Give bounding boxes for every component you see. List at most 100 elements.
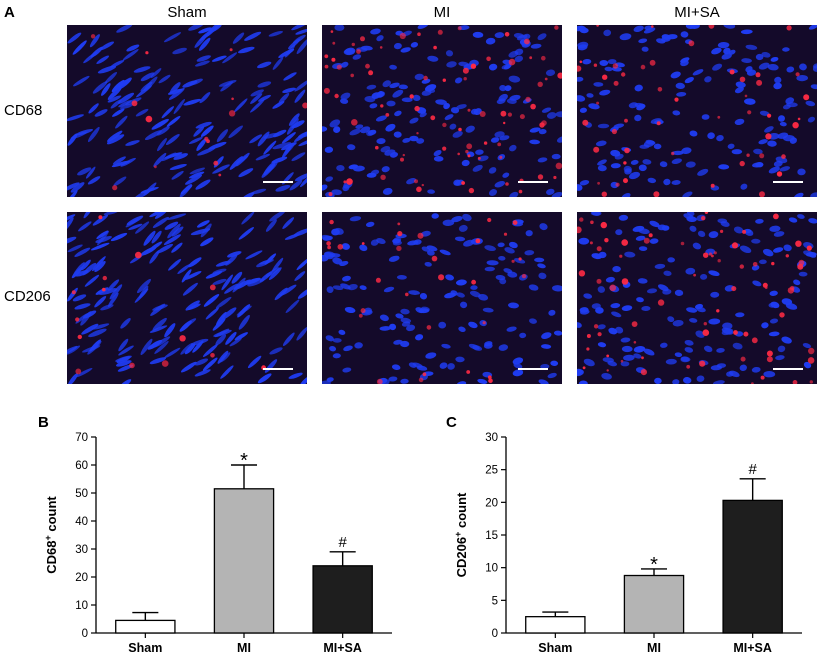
nucleus-mark xyxy=(718,164,730,170)
nucleus-mark xyxy=(524,250,535,256)
marker-positive-cell xyxy=(582,366,586,370)
nucleus-mark xyxy=(192,340,204,353)
nucleus-mark xyxy=(110,232,128,242)
nucleus-mark xyxy=(490,137,500,143)
nucleus-mark xyxy=(274,287,288,301)
nucleus-mark xyxy=(797,214,805,219)
nucleus-mark xyxy=(144,130,162,141)
nucleus-mark xyxy=(684,340,694,346)
marker-positive-cell xyxy=(537,174,544,180)
nucleus-mark xyxy=(173,153,188,160)
marker-positive-cell xyxy=(466,370,471,374)
nucleus-mark xyxy=(251,188,267,195)
nucleus-mark xyxy=(107,95,122,103)
significance-mark: # xyxy=(338,534,347,551)
marker-positive-cell xyxy=(597,332,602,337)
nucleus-mark xyxy=(484,266,495,272)
marker-positive-cell xyxy=(717,115,721,119)
nucleus-mark xyxy=(75,367,93,378)
nucleus-mark xyxy=(734,86,744,94)
marker-positive-cell xyxy=(433,45,437,50)
nucleus-mark xyxy=(384,149,396,156)
nucleus-mark xyxy=(472,164,483,172)
marker-positive-cell xyxy=(787,287,795,294)
nucleus-mark xyxy=(728,370,740,378)
chart-b-cd68-count: 0 10 20 30 40 50 60 70 CD68+ count Sham MI * MI+SA # xyxy=(43,432,392,655)
nucleus-mark xyxy=(458,326,466,333)
nucleus-mark xyxy=(591,253,603,260)
nucleus-mark xyxy=(386,100,396,107)
marker-positive-cell xyxy=(579,217,584,222)
marker-positive-cell xyxy=(624,118,628,123)
marker-positive-cell xyxy=(786,25,792,31)
nucleus-mark xyxy=(149,250,160,264)
marker-positive-cell xyxy=(611,128,617,135)
nucleus-mark xyxy=(163,234,181,246)
nucleus-mark xyxy=(657,224,667,231)
marker-positive-cell xyxy=(593,63,598,67)
marker-positive-cell xyxy=(582,119,589,126)
nucleus-mark xyxy=(659,161,668,168)
marker-positive-cell xyxy=(356,49,361,54)
marker-positive-cell xyxy=(145,115,153,123)
panel-c-letter: C xyxy=(446,414,457,431)
nucleus-mark xyxy=(644,25,653,31)
nucleus-mark xyxy=(716,347,725,353)
marker-positive-cell xyxy=(657,87,663,92)
nucleus-mark xyxy=(555,111,562,118)
nucleus-mark xyxy=(477,378,488,384)
nucleus-mark xyxy=(537,263,546,269)
nucleus-mark xyxy=(164,323,176,338)
nucleus-mark xyxy=(107,86,122,100)
nucleus-mark xyxy=(671,180,681,185)
nucleus-mark xyxy=(583,358,595,367)
marker-positive-cell xyxy=(759,191,765,197)
nucleus-mark xyxy=(169,164,187,170)
nucleus-mark xyxy=(629,171,640,180)
nucleus-mark xyxy=(196,138,207,152)
marker-positive-cell xyxy=(504,32,510,37)
nucleus-mark xyxy=(118,345,134,356)
marker-positive-cell xyxy=(623,178,628,184)
nucleus-mark xyxy=(83,212,93,219)
nucleus-mark xyxy=(412,94,421,102)
nucleus-mark xyxy=(366,84,377,90)
nucleus-mark xyxy=(433,150,442,157)
nucleus-mark xyxy=(537,157,548,163)
significance-mark: * xyxy=(650,554,658,576)
nucleus-mark xyxy=(597,286,605,293)
nucleus-mark xyxy=(194,60,210,67)
nucleus-mark xyxy=(637,278,648,284)
nucleus-mark xyxy=(508,50,519,58)
nucleus-mark xyxy=(768,166,780,174)
nucleus-mark xyxy=(773,82,782,90)
nucleus-mark xyxy=(509,191,519,197)
nucleus-mark xyxy=(118,338,129,352)
nucleus-mark xyxy=(633,25,644,32)
nucleus-mark xyxy=(92,81,108,94)
marker-positive-cell xyxy=(729,69,735,75)
nucleus-mark xyxy=(685,25,696,30)
nucleus-mark xyxy=(219,352,231,363)
nucleus-mark xyxy=(654,263,666,269)
nucleus-mark xyxy=(421,90,432,96)
marker-positive-cell xyxy=(776,171,783,177)
nucleus-mark xyxy=(391,364,401,370)
nucleus-mark xyxy=(597,342,607,348)
marker-positive-cell xyxy=(213,160,219,166)
nucleus-mark xyxy=(72,40,87,55)
nucleus-mark xyxy=(382,187,393,195)
nucleus-mark xyxy=(753,148,763,155)
marker-positive-cell xyxy=(586,334,591,338)
nucleus-mark xyxy=(126,44,140,52)
nucleus-mark xyxy=(597,123,610,129)
marker-positive-cell xyxy=(619,254,623,258)
nucleus-mark xyxy=(633,353,642,359)
nucleus-mark xyxy=(638,38,648,44)
nucleus-mark xyxy=(238,314,250,330)
nucleus-mark xyxy=(723,47,731,55)
nucleus-mark xyxy=(198,27,212,34)
marker-positive-cell xyxy=(586,347,590,351)
nucleus-mark xyxy=(595,140,607,147)
nucleus-mark xyxy=(468,321,478,329)
